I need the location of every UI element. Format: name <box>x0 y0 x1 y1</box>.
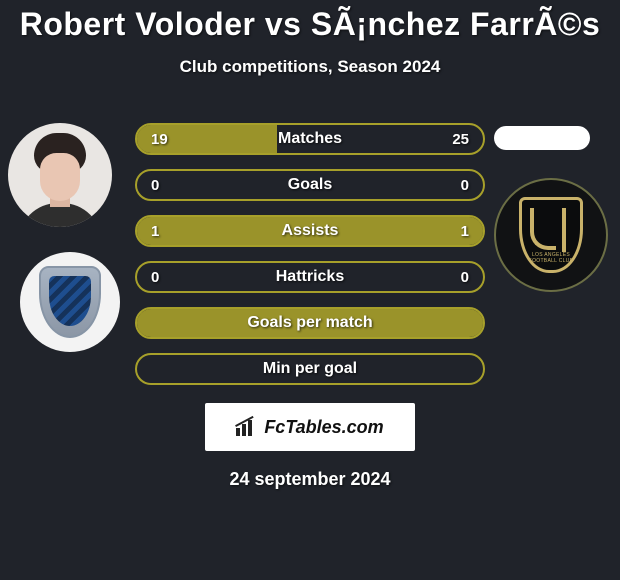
club-right-badge: LOS ANGELES FOOTBALL CLUB <box>494 178 608 292</box>
stat-label: Goals <box>288 176 332 194</box>
stat-label: Assists <box>282 222 339 240</box>
player-left-avatar <box>8 123 112 227</box>
page-title: Robert Voloder vs SÃ¡nchez FarrÃ©s <box>0 6 620 43</box>
stat-row: Goals per match <box>135 307 485 339</box>
stat-value-left: 0 <box>151 269 159 286</box>
club-left-badge <box>20 252 120 352</box>
stat-row: 1 1 Assists <box>135 215 485 247</box>
footer-date: 24 september 2024 <box>0 469 620 490</box>
player-right-avatar <box>494 126 590 150</box>
stat-value-right: 0 <box>461 269 469 286</box>
stat-row: 0 0 Hattricks <box>135 261 485 293</box>
stat-value-right: 1 <box>461 223 469 240</box>
page-subtitle: Club competitions, Season 2024 <box>0 57 620 77</box>
stat-value-left: 19 <box>151 131 168 148</box>
bars-chart-icon <box>236 418 258 436</box>
club-right-text: LOS ANGELES FOOTBALL CLUB <box>522 252 580 264</box>
stat-label: Goals per match <box>247 314 372 332</box>
stat-row: Min per goal <box>135 353 485 385</box>
brand-badge: FcTables.com <box>205 403 415 451</box>
stat-value-right: 0 <box>461 177 469 194</box>
stats-table: 19 25 Matches 0 0 Goals 1 1 Assists 0 0 Hattricks Go… <box>135 123 485 385</box>
stat-value-left: 0 <box>151 177 159 194</box>
stat-label: Hattricks <box>276 268 344 286</box>
stat-value-left: 1 <box>151 223 159 240</box>
stat-label: Matches <box>278 130 342 148</box>
stat-label: Min per goal <box>263 360 357 378</box>
stat-value-right: 25 <box>452 131 469 148</box>
stat-row: 19 25 Matches <box>135 123 485 155</box>
brand-text: FcTables.com <box>264 417 383 438</box>
stat-row: 0 0 Goals <box>135 169 485 201</box>
